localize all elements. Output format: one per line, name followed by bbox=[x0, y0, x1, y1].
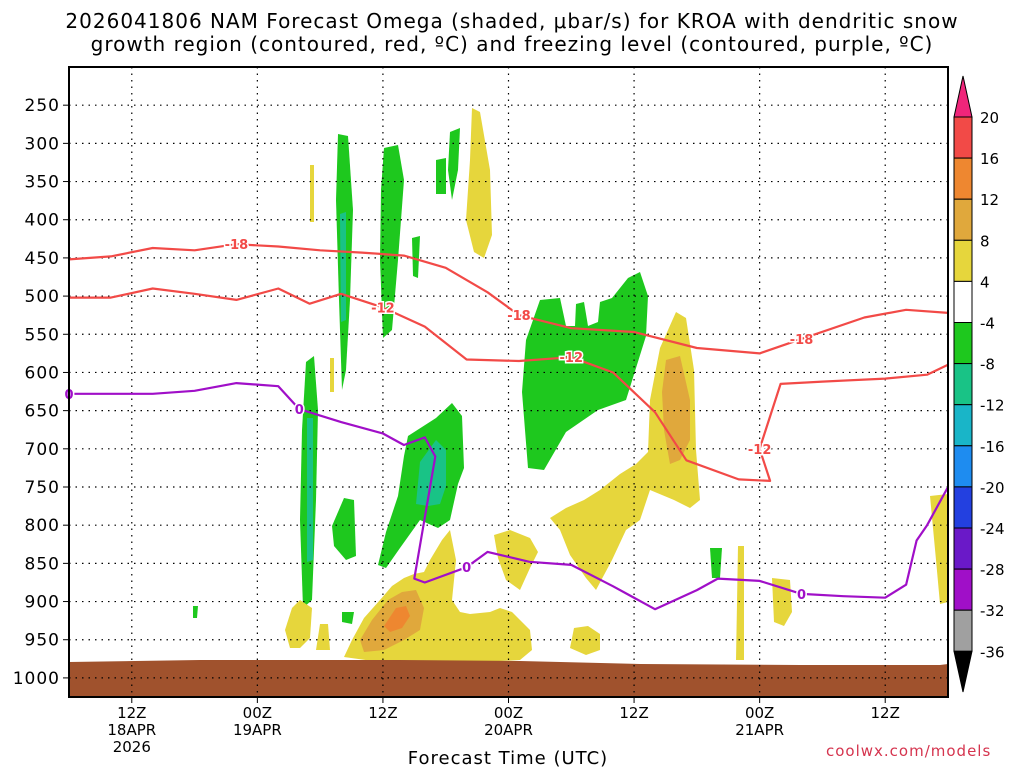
y-tick-label: 550 bbox=[25, 325, 60, 345]
y-tick-label: 700 bbox=[25, 440, 60, 460]
colorbar-swatch bbox=[953, 404, 973, 447]
contour-label: -12 bbox=[560, 351, 584, 366]
colorbar-label: -16 bbox=[980, 438, 1005, 456]
colorbar-label: -8 bbox=[980, 356, 995, 374]
colorbar-label: 12 bbox=[980, 191, 999, 209]
y-tick-label: 850 bbox=[25, 554, 60, 574]
dendritic-contour-line bbox=[69, 287, 949, 482]
colorbar-swatch bbox=[953, 486, 973, 529]
omega-shading bbox=[193, 108, 948, 662]
colorbar-label: -12 bbox=[980, 397, 1005, 415]
colorbar-swatch bbox=[953, 568, 973, 611]
y-tick-label: 350 bbox=[25, 173, 60, 193]
contour-label: 0 bbox=[462, 561, 471, 576]
colorbar-label: -32 bbox=[980, 602, 1005, 620]
y-tick-label: 600 bbox=[25, 363, 60, 383]
y-axis: 250 300 350 400 450 500 550 600 650 700 750 800 850 9… bbox=[13, 96, 69, 689]
chart-title-line1: 2026041806 NAM Forecast Omega (shaded, μ… bbox=[65, 9, 959, 33]
y-tick-label: 1000 bbox=[13, 669, 60, 689]
colorbar-label: -28 bbox=[980, 561, 1005, 579]
contours bbox=[68, 243, 949, 611]
colorbar-label: 4 bbox=[980, 273, 990, 291]
x-tick-label: 12Z bbox=[368, 704, 397, 722]
colorbar-swatch bbox=[953, 363, 973, 406]
colorbar-swatch bbox=[953, 609, 973, 652]
colorbar-swatch bbox=[953, 239, 973, 282]
y-tick-label: 800 bbox=[25, 516, 60, 536]
colorbar-arrow-top bbox=[953, 75, 973, 118]
y-tick-label: 900 bbox=[25, 593, 60, 613]
colorbar-swatch bbox=[953, 157, 973, 200]
y-tick-label: 250 bbox=[25, 96, 60, 116]
colorbar-swatch bbox=[953, 280, 973, 323]
colorbar: 20 16 12 8 4 -4 -8 -12 -16 -20 -24 -28 -32 -36 bbox=[953, 75, 1005, 693]
y-tick-label: 400 bbox=[25, 211, 60, 231]
x-tick-label: 20APR bbox=[484, 721, 533, 739]
contour-label: -12 bbox=[371, 302, 395, 317]
y-tick-label: 950 bbox=[25, 631, 60, 651]
x-tick-label: 00Z bbox=[745, 704, 774, 722]
colorbar-swatch bbox=[953, 322, 973, 365]
contour-label: 0 bbox=[295, 403, 304, 418]
colorbar-swatch bbox=[953, 116, 973, 159]
y-tick-label: 450 bbox=[25, 249, 60, 269]
x-tick-label: 00Z bbox=[243, 704, 272, 722]
grid-lines bbox=[69, 67, 948, 697]
x-tick-label: 12Z bbox=[117, 704, 146, 722]
contour-label: 0 bbox=[797, 588, 806, 603]
y-tick-label: 750 bbox=[25, 478, 60, 498]
contour-label: -18 bbox=[225, 238, 249, 253]
contour-label: -18 bbox=[507, 309, 531, 324]
colorbar-label: -36 bbox=[980, 643, 1005, 661]
x-tick-label: 2026 bbox=[113, 738, 151, 756]
colorbar-label: 16 bbox=[980, 150, 999, 168]
y-tick-label: 500 bbox=[25, 287, 60, 307]
x-tick-label: 18APR bbox=[107, 721, 156, 739]
colorbar-swatch bbox=[953, 198, 973, 241]
colorbar-label: -4 bbox=[980, 315, 995, 333]
colorbar-label: -20 bbox=[980, 479, 1005, 497]
x-axis-title: Forecast Time (UTC) bbox=[408, 748, 608, 768]
chart-title-line2: growth region (contoured, red, ºC) and f… bbox=[90, 32, 934, 56]
freezing-level-contour-line bbox=[69, 382, 949, 611]
x-tick-label: 00Z bbox=[494, 704, 523, 722]
y-tick-label: 650 bbox=[25, 402, 60, 422]
dendritic-contour-line bbox=[68, 243, 949, 355]
colorbar-label: 20 bbox=[980, 109, 999, 127]
x-tick-label: 12Z bbox=[871, 704, 900, 722]
colorbar-label: 8 bbox=[980, 232, 990, 250]
credit-text: coolwx.com/models bbox=[826, 742, 992, 760]
contour-label: -18 bbox=[790, 333, 814, 348]
colorbar-arrow-bottom bbox=[953, 650, 973, 693]
colorbar-swatch bbox=[953, 527, 973, 570]
y-tick-label: 300 bbox=[25, 134, 60, 154]
colorbar-label: -24 bbox=[980, 520, 1005, 538]
x-tick-label: 19APR bbox=[233, 721, 282, 739]
x-tick-label: 12Z bbox=[619, 704, 648, 722]
colorbar-swatch bbox=[953, 445, 973, 488]
x-tick-label: 21APR bbox=[735, 721, 784, 739]
contour-label: -12 bbox=[748, 443, 772, 458]
